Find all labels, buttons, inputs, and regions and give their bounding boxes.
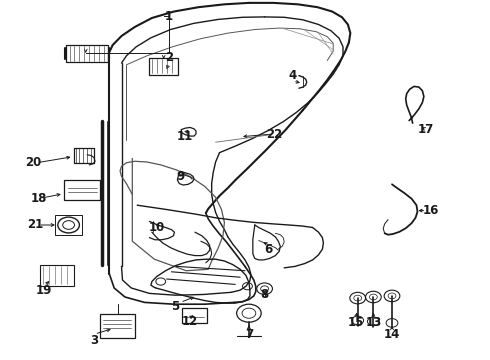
Text: 5: 5 [172, 300, 179, 313]
Text: 20: 20 [25, 156, 42, 169]
Bar [66, 45, 108, 62]
Text: 10: 10 [148, 221, 165, 234]
Bar [40, 265, 74, 286]
Text: 7: 7 [245, 328, 253, 341]
Bar [55, 215, 82, 235]
Text: 17: 17 [418, 123, 435, 136]
Text: 4: 4 [289, 69, 297, 82]
Text: 15: 15 [347, 316, 364, 329]
Text: 6: 6 [265, 243, 272, 256]
Text: 9: 9 [176, 170, 184, 183]
Text: 13: 13 [365, 316, 382, 329]
Bar [64, 180, 100, 200]
Text: 8: 8 [261, 288, 269, 301]
Text: 18: 18 [31, 192, 48, 204]
Bar [100, 314, 135, 338]
Text: 22: 22 [266, 129, 283, 141]
Text: 11: 11 [177, 130, 194, 143]
Text: 3: 3 [91, 334, 98, 347]
Text: 14: 14 [384, 328, 400, 341]
Bar [182, 308, 207, 323]
Text: 2: 2 [165, 51, 173, 64]
Text: 19: 19 [36, 284, 52, 297]
Bar [149, 58, 178, 75]
Text: 21: 21 [27, 219, 44, 231]
Text: 1: 1 [165, 10, 173, 23]
Text: 16: 16 [423, 204, 440, 217]
Text: 12: 12 [182, 315, 198, 328]
